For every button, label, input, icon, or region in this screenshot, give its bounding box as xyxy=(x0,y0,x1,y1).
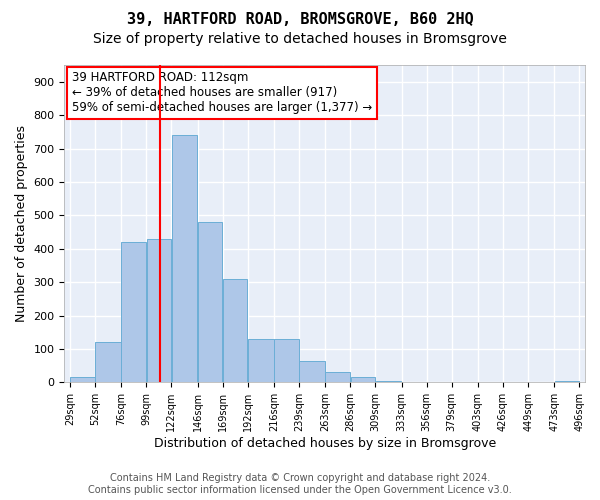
Text: Contains HM Land Registry data © Crown copyright and database right 2024.
Contai: Contains HM Land Registry data © Crown c… xyxy=(88,474,512,495)
Text: 39, HARTFORD ROAD, BROMSGROVE, B60 2HQ: 39, HARTFORD ROAD, BROMSGROVE, B60 2HQ xyxy=(127,12,473,28)
Bar xyxy=(121,242,146,382)
Bar xyxy=(554,380,579,382)
Bar xyxy=(172,135,197,382)
Text: 39 HARTFORD ROAD: 112sqm
← 39% of detached houses are smaller (917)
59% of semi-: 39 HARTFORD ROAD: 112sqm ← 39% of detach… xyxy=(72,72,373,114)
Bar xyxy=(299,360,325,382)
Bar xyxy=(198,222,223,382)
Bar xyxy=(274,339,299,382)
Bar xyxy=(376,380,401,382)
Y-axis label: Number of detached properties: Number of detached properties xyxy=(15,125,28,322)
Bar xyxy=(146,238,171,382)
Text: Size of property relative to detached houses in Bromsgrove: Size of property relative to detached ho… xyxy=(93,32,507,46)
Bar xyxy=(70,378,95,382)
Bar xyxy=(223,279,247,382)
Bar xyxy=(95,342,121,382)
Bar xyxy=(248,339,274,382)
Bar xyxy=(350,378,375,382)
X-axis label: Distribution of detached houses by size in Bromsgrove: Distribution of detached houses by size … xyxy=(154,437,496,450)
Bar xyxy=(325,372,350,382)
